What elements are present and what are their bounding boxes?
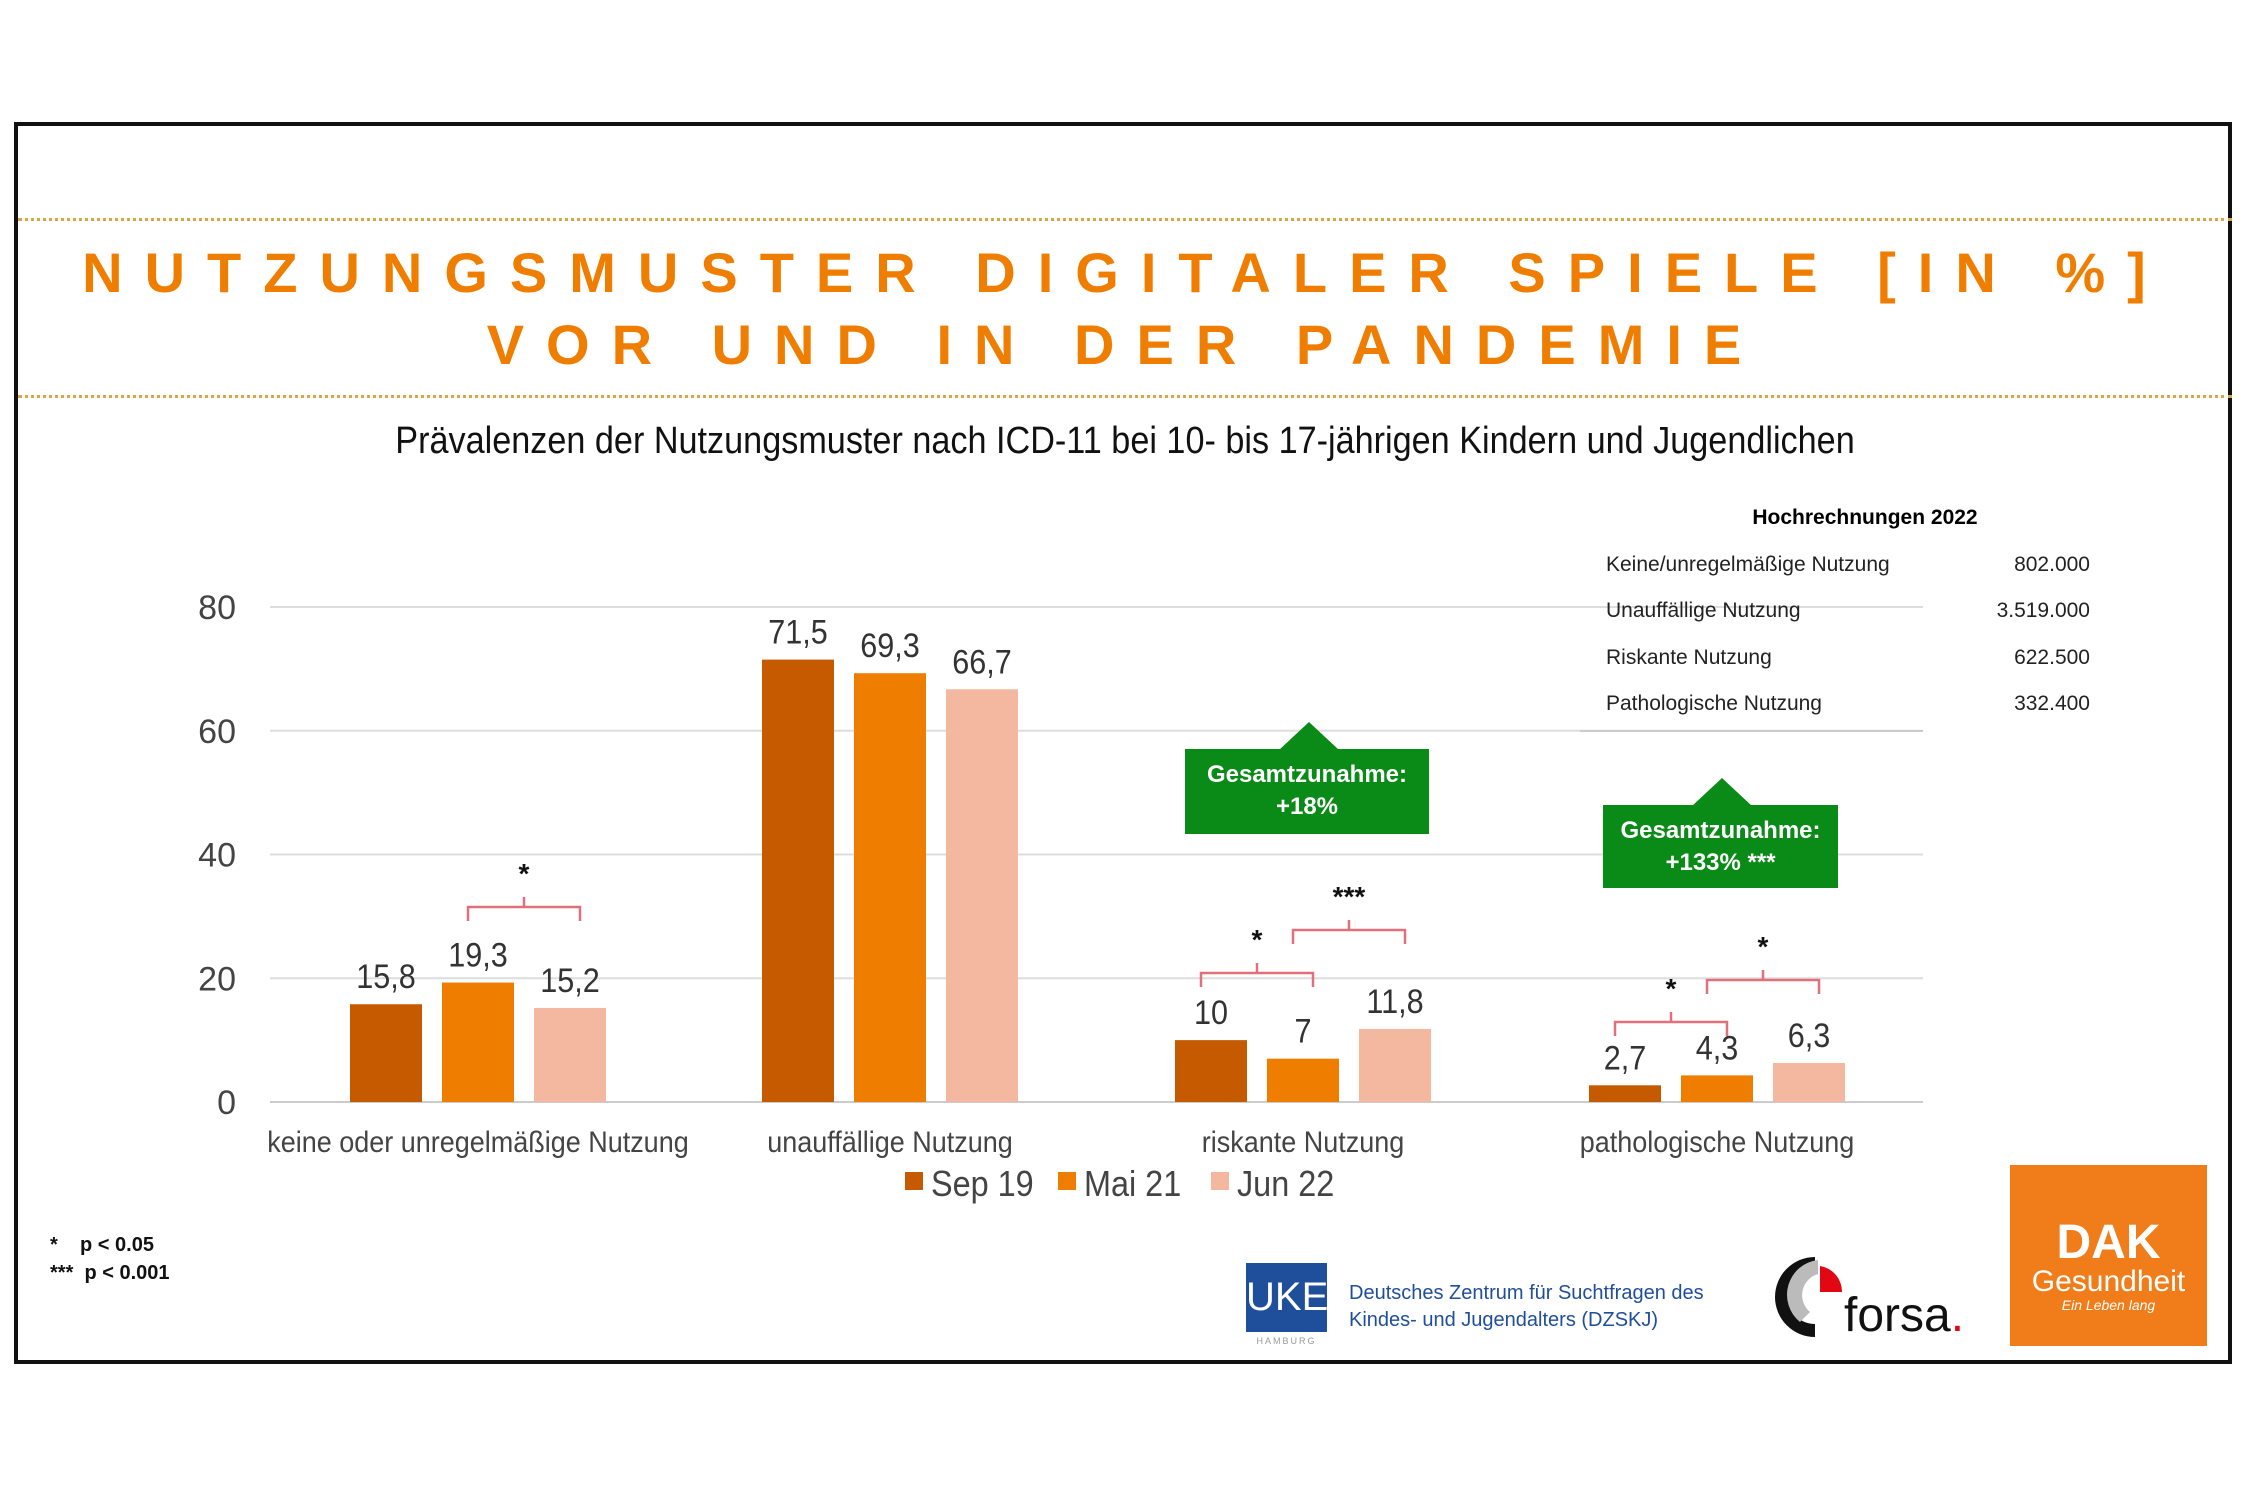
significance-bracket xyxy=(466,897,582,921)
bar-sep-19 xyxy=(762,659,834,1102)
projection-value: 3.519.000 xyxy=(1996,599,2090,622)
callout-line1: Gesamtzunahme: xyxy=(1206,761,1408,788)
projection-label: Pathologische Nutzung xyxy=(1606,692,1822,715)
data-label: 4,3 xyxy=(1696,1029,1739,1067)
title-line-2: VOR UND IN DER PANDEMIE xyxy=(486,313,1764,376)
significance-marker: * xyxy=(519,858,530,889)
callout-arrow xyxy=(1279,722,1339,750)
legend-label: Sep 19 xyxy=(931,1164,1034,1204)
bar-sep-19 xyxy=(350,1004,422,1102)
callout-line2: +133% *** xyxy=(1665,849,1776,876)
uke-logo-subtext: HAMBURG xyxy=(1256,1336,1317,1346)
data-label: 69,3 xyxy=(860,627,920,665)
significance-marker: * xyxy=(1252,924,1263,955)
bar-mai-21 xyxy=(854,673,926,1102)
footnote-2: *** p < 0.001 xyxy=(50,1262,170,1284)
data-label: 6,3 xyxy=(1788,1017,1831,1055)
forsa-logo: forsa. xyxy=(1844,1289,1965,1342)
legend-swatch xyxy=(1211,1172,1229,1190)
significance-marker: * xyxy=(1666,973,1677,1004)
divider-bottom xyxy=(18,395,2232,398)
y-tick-label: 20 xyxy=(198,960,236,998)
data-label: 10 xyxy=(1194,994,1228,1032)
data-label: 66,7 xyxy=(952,643,1012,681)
projection-value: 802.000 xyxy=(2014,553,2090,576)
callout-pathologisch: Gesamtzunahme: +133% *** xyxy=(1603,805,1838,888)
y-tick-label: 60 xyxy=(198,713,236,751)
callout-line2: +18% xyxy=(1275,793,1339,820)
callout-arrow xyxy=(1692,778,1752,806)
significance-bracket xyxy=(1291,920,1407,944)
projection-label: Unauffällige Nutzung xyxy=(1606,599,1801,622)
title-line-1: NUTZUNGSMUSTER DIGITALER SPIELE [IN %] xyxy=(82,241,2168,304)
bar-sep-19 xyxy=(1589,1085,1661,1102)
data-label: 15,8 xyxy=(356,958,416,996)
dzskj-line1: Deutsches Zentrum für Suchtfragen des xyxy=(1349,1282,1704,1304)
divider-top xyxy=(18,218,2232,221)
data-label: 2,7 xyxy=(1604,1039,1647,1077)
legend-label: Jun 22 xyxy=(1237,1164,1334,1204)
data-label: 19,3 xyxy=(448,936,508,974)
bar-jun-22 xyxy=(946,689,1018,1102)
projection-label: Keine/unregelmäßige Nutzung xyxy=(1606,553,1890,576)
bar-sep-19 xyxy=(1175,1040,1247,1102)
bar-jun-22 xyxy=(1359,1028,1431,1102)
dak-text: DAK xyxy=(2056,1216,2161,1269)
significance-bracket xyxy=(1705,970,1821,994)
forsa-logo-mark-icon xyxy=(1775,1257,1843,1337)
category-label: keine oder unregelmäßige Nutzung xyxy=(267,1126,688,1160)
significance-marker: *** xyxy=(1333,881,1366,912)
dzskj-text: Deutsches Zentrum für Suchtfragen des Ki… xyxy=(1349,1280,1704,1334)
bar-jun-22 xyxy=(1773,1063,1845,1102)
y-tick-label: 80 xyxy=(198,589,236,627)
dak-subtext: Gesundheit xyxy=(2031,1265,2186,1298)
projection-value: 332.400 xyxy=(2014,692,2090,715)
callout-riskante: Gesamtzunahme: +18% xyxy=(1185,749,1429,834)
bar-jun-22 xyxy=(534,1007,606,1102)
significance-bracket xyxy=(1613,1012,1729,1036)
legend-swatch xyxy=(1058,1172,1076,1190)
projection-label: Riskante Nutzung xyxy=(1606,646,1772,669)
y-tick-label: 40 xyxy=(198,837,236,875)
bar-mai-21 xyxy=(1267,1058,1339,1102)
data-label: 71,5 xyxy=(768,613,828,651)
category-label: unauffällige Nutzung xyxy=(767,1126,1012,1160)
y-tick-label: 0 xyxy=(217,1084,236,1122)
projection-title: Hochrechnungen 2022 xyxy=(1752,506,1978,529)
category-label: riskante Nutzung xyxy=(1202,1126,1404,1160)
category-label: pathologische Nutzung xyxy=(1580,1126,1854,1160)
data-label: 7 xyxy=(1294,1012,1311,1050)
data-label: 11,8 xyxy=(1366,983,1423,1021)
legend-label: Mai 21 xyxy=(1084,1164,1181,1204)
projection-value: 622.500 xyxy=(2014,646,2090,669)
dzskj-line2: Kindes- und Jugendalters (DZSKJ) xyxy=(1349,1309,1659,1331)
callout-line1: Gesamtzunahme: xyxy=(1620,817,1821,844)
bar-mai-21 xyxy=(442,982,514,1102)
bar-mai-21 xyxy=(1681,1075,1753,1102)
legend-swatch xyxy=(905,1172,923,1190)
slide-frame xyxy=(14,122,2232,1364)
data-label: 15,2 xyxy=(540,961,600,999)
forsa-text: forsa xyxy=(1844,1289,1951,1342)
footnote-1: * p < 0.05 xyxy=(50,1234,154,1256)
uke-logo: UKE xyxy=(1246,1263,1328,1332)
dak-logo: DAK Gesundheit Ein Leben lang xyxy=(2010,1165,2207,1346)
significance-bracket xyxy=(1199,963,1315,987)
chart-subtitle: Prävalenzen der Nutzungsmuster nach ICD-… xyxy=(395,420,1855,462)
dak-slogan: Ein Leben lang xyxy=(2061,1297,2156,1313)
significance-marker: * xyxy=(1758,931,1769,962)
